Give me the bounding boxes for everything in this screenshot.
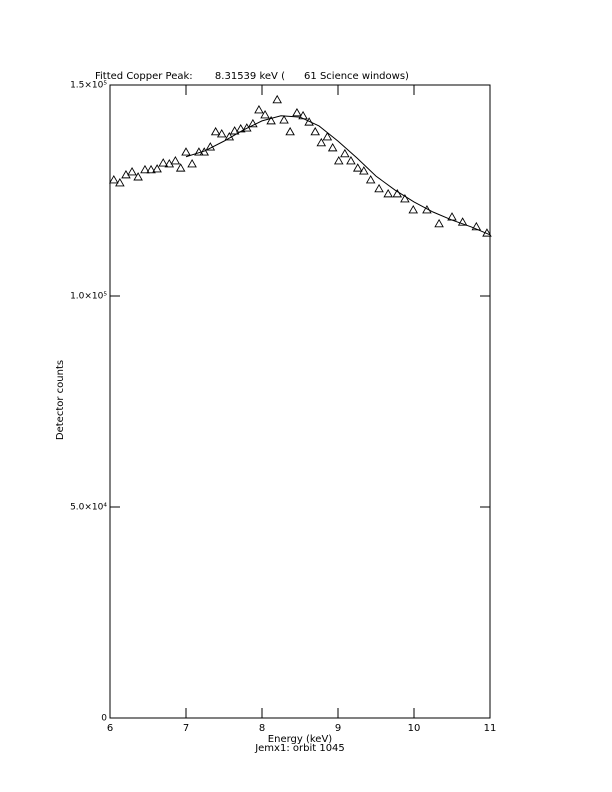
data-point: [352, 163, 363, 172]
data-point: [327, 142, 338, 152]
x-tick-label: 7: [183, 723, 189, 734]
data-point: [346, 156, 356, 165]
data-point: [322, 131, 333, 141]
data-point: [109, 175, 119, 184]
data-point: [248, 118, 258, 128]
subtitle: Jemx1: orbit 1045: [254, 743, 345, 754]
data-point: [187, 159, 197, 168]
data-point: [216, 129, 227, 138]
x-tick-label: 9: [335, 723, 341, 734]
y-tick-label: 0: [101, 714, 107, 724]
data-point: [158, 158, 168, 167]
data-point: [365, 175, 376, 184]
data-point: [304, 117, 314, 126]
y-axis-label: Detector counts: [55, 360, 66, 440]
data-point: [115, 177, 125, 187]
data-point: [392, 188, 403, 198]
data-point: [272, 94, 282, 104]
data-point: [210, 126, 221, 136]
data-point: [434, 218, 444, 228]
data-point: [374, 183, 384, 193]
data-point: [359, 166, 369, 175]
data-point: [285, 126, 295, 136]
x-tick-label: 11: [484, 723, 497, 734]
x-tick-label: 10: [408, 723, 421, 734]
data-point: [292, 107, 302, 117]
data-point: [266, 115, 276, 125]
data-point: [340, 148, 350, 158]
data-point: [279, 115, 289, 124]
data-point: [457, 217, 468, 226]
data-point: [140, 164, 150, 174]
data-point: [408, 205, 419, 214]
data-point: [310, 126, 320, 136]
data-point: [175, 163, 186, 172]
data-point: [400, 194, 410, 203]
data-point: [254, 104, 264, 114]
data-point: [383, 188, 393, 198]
chart-title: Fitted Copper Peak: 8.31539 keV ( 61 Sci…: [95, 71, 409, 82]
y-tick-label: 1.5×10⁵: [70, 81, 107, 91]
data-point: [260, 110, 270, 119]
data-point: [146, 164, 156, 174]
data-point: [229, 126, 240, 135]
data-point: [316, 137, 327, 147]
data-point: [181, 147, 191, 156]
data-point: [471, 221, 482, 231]
data-point: [127, 167, 137, 176]
x-axis-label: Energy (keV): [268, 734, 333, 745]
y-tick-label: 1.0×10⁵: [70, 292, 107, 302]
y-tick-label: 5.0×10⁴: [70, 503, 107, 513]
fit-line: [185, 115, 491, 236]
plot-frame: [109, 84, 491, 719]
x-tick-label: 8: [259, 723, 265, 734]
data-point: [152, 164, 162, 173]
data-point: [333, 156, 344, 165]
x-tick-label: 6: [107, 723, 113, 734]
data-point: [133, 172, 143, 181]
data-point: [170, 156, 181, 165]
